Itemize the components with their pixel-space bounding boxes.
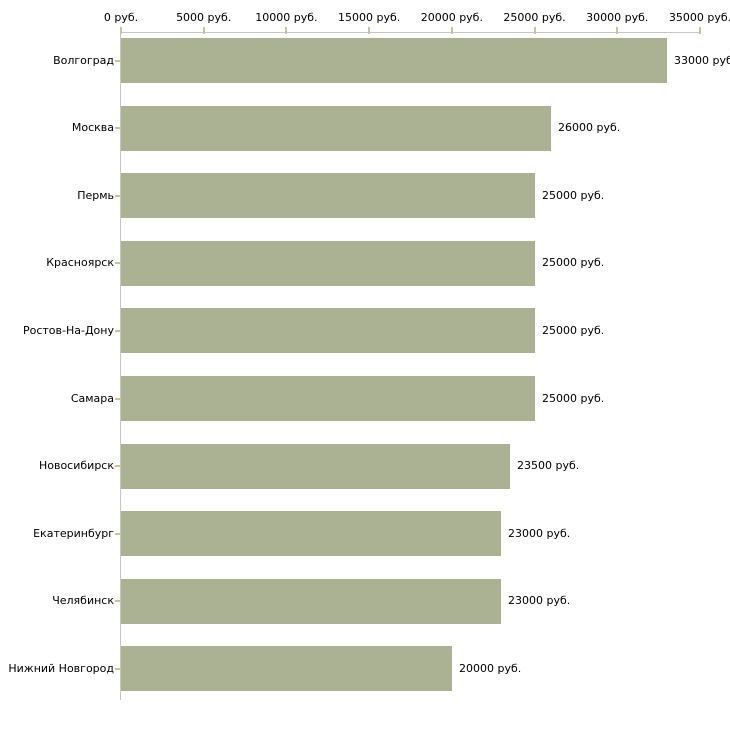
x-axis-line xyxy=(121,32,700,33)
y-axis-tick xyxy=(115,600,121,603)
bar xyxy=(121,308,535,354)
x-axis-tick xyxy=(202,27,205,34)
x-axis-tick xyxy=(120,27,122,34)
value-label: 20000 руб. xyxy=(459,661,522,675)
x-axis-tick-label: 10000 руб. xyxy=(255,11,318,24)
category-label: Екатеринбург xyxy=(33,526,114,540)
value-label: 23500 руб. xyxy=(517,459,580,473)
category-label: Волгоград xyxy=(53,53,114,67)
x-axis-tick-label: 30000 руб. xyxy=(586,11,649,24)
bar xyxy=(121,443,510,489)
x-axis-tick xyxy=(616,27,619,34)
bar xyxy=(121,38,667,83)
value-label: 25000 руб. xyxy=(542,323,605,337)
category-label: Самара xyxy=(70,391,114,405)
value-label: 23000 руб. xyxy=(508,594,571,608)
value-label: 23000 руб. xyxy=(508,526,571,540)
x-axis-tick-label: 0 руб. xyxy=(103,11,139,24)
category-label: Красноярск xyxy=(46,256,114,270)
x-axis-tick-label: 5000 руб. xyxy=(176,11,232,24)
x-axis-tick xyxy=(699,27,701,34)
bar xyxy=(121,646,452,692)
value-label: 25000 руб. xyxy=(542,391,605,405)
bar xyxy=(121,511,501,557)
x-axis-tick-label: 20000 руб. xyxy=(420,11,483,24)
bar xyxy=(121,173,535,219)
x-axis-tick xyxy=(368,27,371,34)
y-axis-line xyxy=(120,32,121,700)
category-label: Нижний Новгород xyxy=(8,661,114,675)
x-axis-tick-label: 15000 руб. xyxy=(338,11,401,24)
x-axis-tick xyxy=(533,27,536,34)
x-axis-tick-label: 35000 руб. xyxy=(668,11,730,24)
y-axis-tick xyxy=(115,532,121,535)
value-label: 33000 руб. xyxy=(674,53,730,67)
value-label: 25000 руб. xyxy=(542,188,605,202)
x-axis-tick-label: 25000 руб. xyxy=(503,11,566,24)
category-label: Москва xyxy=(71,121,114,135)
bar xyxy=(121,578,501,624)
bar xyxy=(121,240,535,286)
y-axis-tick xyxy=(115,59,121,62)
category-label: Челябинск xyxy=(52,594,114,608)
value-label: 25000 руб. xyxy=(542,256,605,270)
x-axis-tick xyxy=(285,27,288,34)
y-axis-tick xyxy=(115,465,121,468)
category-label: Ростов-На-Дону xyxy=(22,323,114,337)
y-axis-tick xyxy=(115,194,121,197)
y-axis-tick xyxy=(115,262,121,265)
y-axis-tick xyxy=(115,127,121,130)
bar xyxy=(121,105,551,151)
bar xyxy=(121,376,535,421)
category-label: Новосибирск xyxy=(38,459,114,473)
x-axis-tick xyxy=(450,27,453,34)
y-axis-tick xyxy=(115,397,121,400)
y-axis-tick xyxy=(115,667,121,670)
value-label: 26000 руб. xyxy=(558,121,621,135)
y-axis-tick xyxy=(115,329,121,332)
category-label: Пермь xyxy=(77,188,114,202)
